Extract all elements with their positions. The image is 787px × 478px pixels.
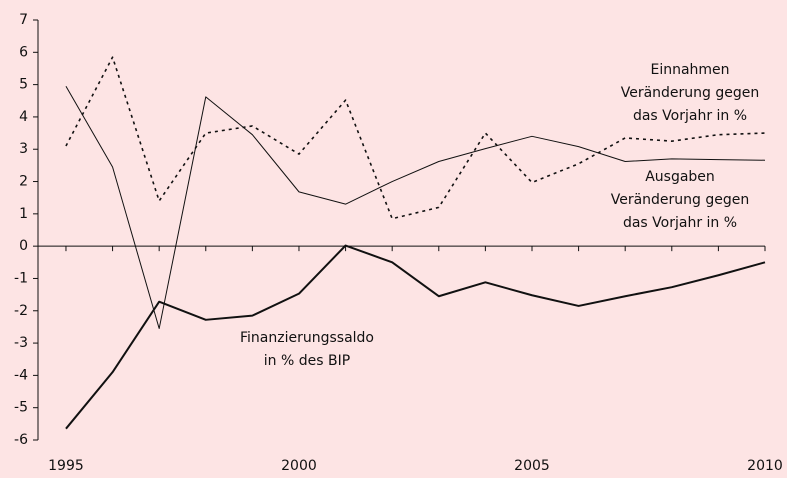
y-tick-label: -1: [14, 270, 28, 286]
x-tick-label: 2005: [514, 458, 550, 474]
y-tick-label: -3: [14, 335, 28, 351]
series-label: das Vorjahr in %: [623, 215, 737, 231]
series-line: [65, 85, 766, 330]
y-tick-label: -5: [14, 400, 28, 416]
y-tick-label: 5: [19, 77, 28, 93]
y-tick-label: -2: [14, 303, 28, 319]
series-label: Veränderung gegen: [621, 85, 760, 101]
y-tick-label: 7: [19, 12, 28, 28]
y-tick-label: 6: [19, 44, 28, 60]
series-label: Finanzierungssaldo: [240, 330, 374, 346]
x-tick-label: 1995: [48, 458, 84, 474]
series-line: [65, 56, 766, 220]
series-label: in % des BIP: [264, 353, 350, 369]
y-tick-label: 4: [19, 109, 28, 125]
series-label: Veränderung gegen: [611, 192, 750, 208]
series-label: Ausgaben: [645, 169, 715, 185]
x-tick-label: 2010: [747, 458, 783, 474]
series-label: Einnahmen: [650, 62, 729, 78]
series-label: das Vorjahr in %: [633, 108, 747, 124]
series-line: [65, 244, 766, 430]
y-tick-label: 1: [19, 206, 28, 222]
y-tick-label: -6: [14, 432, 28, 448]
y-tick-label: -4: [14, 367, 28, 383]
y-tick-label: 3: [19, 141, 28, 157]
y-tick-label: 0: [19, 238, 28, 254]
y-tick-label: 2: [19, 174, 28, 190]
x-tick-label: 2000: [281, 458, 317, 474]
